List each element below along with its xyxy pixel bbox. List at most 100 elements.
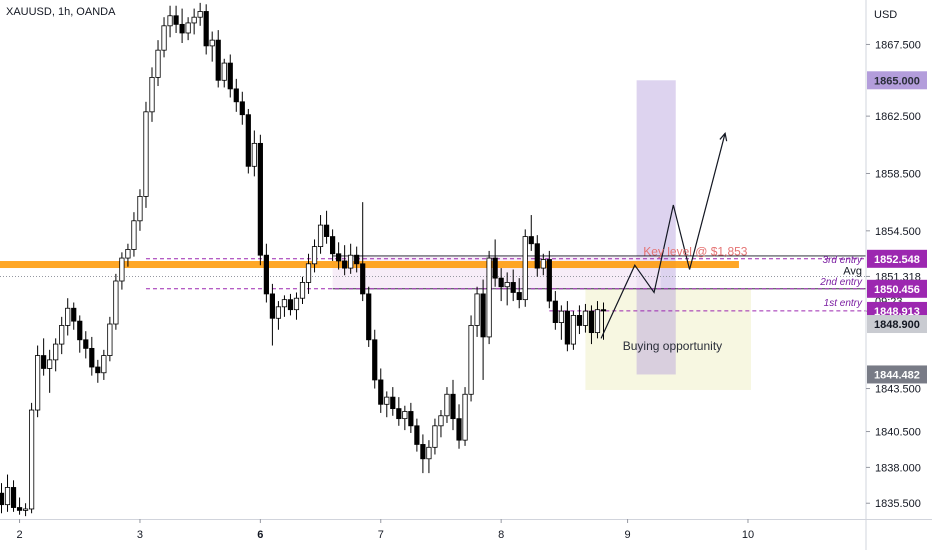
candle[interactable] [233, 78, 239, 112]
candle[interactable] [10, 480, 17, 512]
candle[interactable] [444, 387, 450, 423]
candle[interactable] [348, 243, 354, 274]
candle[interactable] [498, 268, 504, 302]
candle[interactable] [257, 134, 263, 266]
candle[interactable] [41, 338, 47, 376]
price-badge[interactable]: 1852.548 [867, 249, 927, 268]
candle[interactable] [35, 345, 41, 418]
candle[interactable] [191, 8, 197, 35]
price-badge[interactable]: 1848.900 [867, 315, 927, 334]
candle[interactable] [594, 301, 601, 339]
candle[interactable] [492, 239, 498, 287]
candle[interactable] [185, 17, 191, 41]
buy-zone-box[interactable] [585, 288, 751, 390]
candle[interactable] [414, 418, 420, 452]
candle[interactable] [468, 315, 474, 402]
candle[interactable] [456, 404, 462, 449]
candle[interactable] [4, 474, 11, 512]
candle[interactable] [119, 252, 125, 290]
candle[interactable] [384, 391, 390, 418]
candle[interactable] [516, 278, 522, 309]
projected-path[interactable] [600, 133, 726, 339]
candle[interactable] [0, 483, 5, 514]
key-level-line[interactable] [0, 261, 739, 269]
candle[interactable] [342, 245, 348, 276]
candle[interactable] [155, 40, 161, 87]
candle[interactable] [209, 31, 215, 62]
candle[interactable] [287, 293, 294, 316]
candle[interactable] [522, 229, 528, 307]
candle[interactable] [486, 250, 492, 345]
candle[interactable] [167, 5, 173, 38]
candle[interactable] [462, 387, 468, 446]
candle[interactable] [227, 54, 233, 98]
candle[interactable] [558, 305, 564, 340]
candle[interactable] [354, 246, 360, 273]
candle[interactable] [107, 316, 113, 362]
candle[interactable] [197, 2, 203, 26]
candle[interactable] [269, 283, 276, 346]
candle[interactable] [131, 212, 137, 257]
candle[interactable] [95, 359, 101, 383]
candle[interactable] [311, 239, 318, 273]
candle[interactable] [149, 67, 155, 122]
candle[interactable] [22, 503, 29, 517]
candle[interactable] [576, 305, 583, 335]
candle[interactable] [221, 58, 227, 88]
candle[interactable] [161, 17, 167, 58]
candle[interactable] [534, 235, 540, 277]
candle[interactable] [263, 243, 269, 303]
candle[interactable] [540, 253, 546, 276]
candle[interactable] [510, 269, 516, 302]
candle[interactable] [317, 215, 324, 254]
candle[interactable] [552, 291, 558, 330]
candle[interactable] [426, 440, 432, 474]
candle[interactable] [293, 292, 300, 320]
candle[interactable] [173, 5, 179, 33]
candle[interactable] [360, 202, 366, 302]
candle[interactable] [474, 286, 480, 337]
price-badge[interactable]: 1865.000 [867, 71, 927, 90]
candle[interactable] [329, 229, 336, 261]
candle[interactable] [245, 108, 251, 174]
candle[interactable] [366, 286, 372, 347]
candle[interactable] [396, 397, 402, 426]
candle[interactable] [582, 303, 589, 333]
candle[interactable] [570, 311, 577, 350]
candle[interactable] [47, 349, 53, 393]
candle[interactable] [137, 189, 143, 231]
candle[interactable] [450, 379, 456, 431]
candle[interactable] [438, 410, 444, 438]
candle[interactable] [432, 418, 438, 455]
candle[interactable] [16, 497, 23, 515]
candle[interactable] [299, 276, 306, 304]
candle[interactable] [203, 4, 209, 55]
candle[interactable] [504, 272, 510, 306]
price-badge[interactable]: 1850.456 [867, 279, 927, 298]
candle[interactable] [77, 315, 83, 353]
price-badge[interactable]: 1844.482 [867, 365, 927, 384]
candle[interactable] [480, 279, 486, 380]
candle[interactable] [408, 402, 414, 433]
candle[interactable] [305, 253, 312, 294]
candle[interactable] [402, 405, 408, 431]
candle[interactable] [372, 329, 378, 389]
candle[interactable] [143, 101, 149, 208]
candle[interactable] [59, 316, 65, 355]
candle[interactable] [28, 402, 35, 514]
candle[interactable] [215, 30, 221, 88]
candle[interactable] [546, 250, 552, 309]
candle[interactable] [101, 349, 107, 380]
candle[interactable] [564, 301, 570, 352]
candle[interactable] [125, 243, 131, 267]
candle[interactable] [251, 130, 257, 177]
candle[interactable] [89, 336, 95, 376]
target-zone-box[interactable] [636, 80, 676, 375]
candle[interactable] [239, 91, 245, 125]
candle[interactable] [53, 338, 59, 372]
candle[interactable] [281, 295, 288, 317]
candle[interactable] [390, 387, 396, 416]
candle[interactable] [83, 331, 89, 359]
candle[interactable] [336, 242, 342, 270]
candle[interactable] [275, 301, 282, 330]
